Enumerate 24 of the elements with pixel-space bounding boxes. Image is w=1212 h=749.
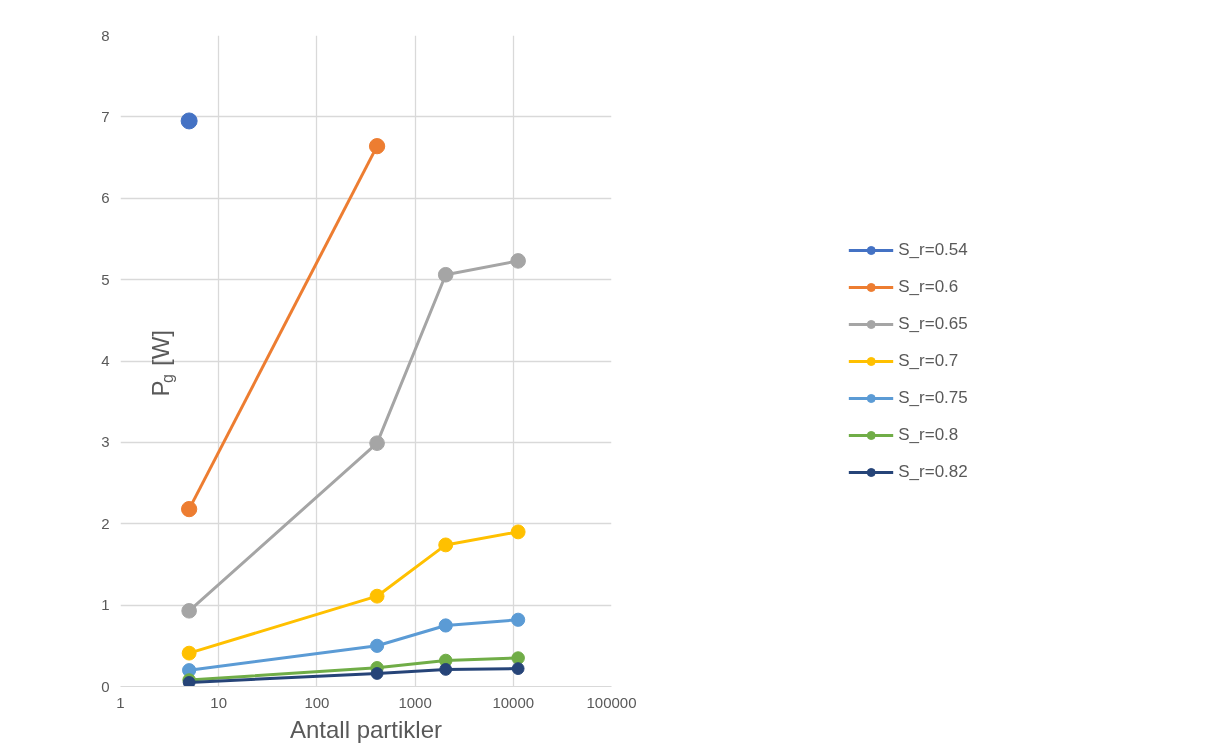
x-tick-label: 10000 — [492, 693, 535, 711]
y-tick-label: 6 — [101, 189, 110, 207]
legend-label: S_r=0.65 — [898, 313, 968, 334]
legend-label: S_r=0.8 — [898, 424, 959, 445]
legend-label: S_r=0.6 — [898, 276, 959, 297]
y-tick-label: 4 — [101, 352, 110, 369]
legend-label: S_r=0.54 — [898, 239, 968, 260]
x-axis-title: Antall partikler — [289, 715, 443, 743]
x-tick-label: 100 — [304, 693, 330, 711]
x-tick-label: 1 — [116, 693, 125, 711]
y-tick-label: 5 — [101, 270, 110, 288]
y-tick-label: 3 — [101, 433, 110, 451]
y-tick-label: 8 — [101, 26, 110, 44]
y-tick-label: 0 — [101, 677, 110, 695]
y-axis-title: Pg [W] — [147, 330, 176, 397]
x-tick-label: 1000 — [398, 693, 432, 711]
x-tick-label: 10 — [210, 693, 228, 711]
y-tick-label: 7 — [101, 107, 110, 125]
y-tick-label: 2 — [101, 514, 110, 532]
legend-label: S_r=0.75 — [898, 387, 968, 408]
x-tick-label: 100000 — [586, 693, 637, 711]
y-tick-label: 1 — [101, 596, 110, 614]
legend-label: S_r=0.82 — [898, 461, 968, 482]
legend-label: S_r=0.7 — [898, 350, 959, 371]
